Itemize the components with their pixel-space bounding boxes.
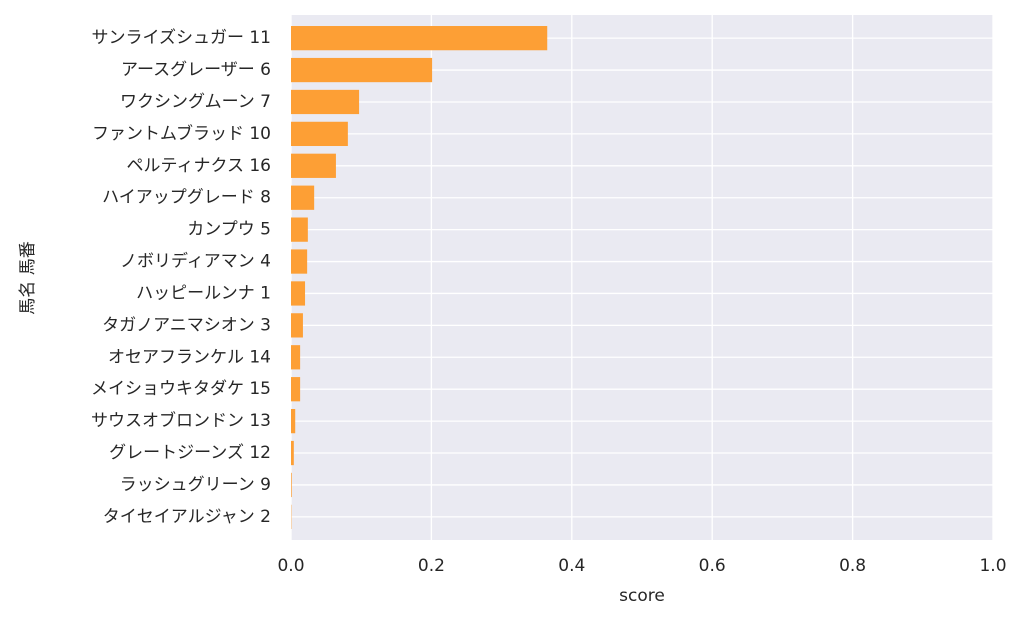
y-tick-label: グレートジーンズ 12	[109, 443, 271, 463]
y-tick-label: ハイアップグレード 8	[102, 188, 271, 208]
bar	[291, 26, 548, 51]
x-tick-label: 0.2	[418, 556, 445, 576]
bar	[291, 345, 301, 370]
y-tick-label: オセアフランケル 14	[108, 347, 271, 367]
bar	[291, 408, 296, 434]
y-tick-label: ハッピールンナ 1	[136, 283, 271, 303]
y-axis-label: 馬名 馬番	[18, 241, 38, 314]
x-tick-label: 1.0	[979, 556, 1006, 576]
bar	[291, 281, 306, 306]
bar	[291, 89, 360, 115]
bar	[291, 57, 433, 83]
y-tick-label: ノボリディアマン 4	[120, 251, 271, 272]
y-tick-label: カンプウ 5	[187, 220, 271, 240]
bar	[291, 313, 303, 338]
x-tick-label: 0.4	[558, 556, 585, 576]
x-tick-label: 0.8	[839, 556, 866, 576]
y-tick-label: タイセイアルジャン 2	[103, 507, 271, 527]
plot-area	[291, 15, 993, 540]
bar	[291, 440, 294, 466]
y-tick-label: ワクシングムーン 7	[120, 92, 271, 112]
y-tick-label: サウスオブロンドン 13	[91, 410, 271, 431]
x-tick-label: 0.6	[699, 556, 726, 576]
bar	[291, 472, 292, 498]
bar	[291, 153, 336, 178]
bar	[291, 377, 301, 402]
x-tick-label: 0.0	[277, 556, 304, 576]
y-tick-label: タガノアニマシオン 3	[102, 315, 271, 335]
bar	[291, 185, 315, 210]
bar	[291, 249, 308, 274]
bar	[291, 121, 348, 147]
y-tick-label: アースグレーザー 6	[121, 60, 271, 80]
y-tick-label: ラッシュグリーン 9	[120, 475, 271, 495]
x-axis-label: score	[619, 586, 665, 606]
bar	[291, 217, 308, 242]
y-tick-label: メイショウキタダケ 15	[91, 379, 271, 399]
y-tick-label: サンライズシュガー 11	[91, 28, 271, 48]
y-tick-label: ペルティナクス 16	[126, 156, 271, 176]
y-tick-label: ファントムブラッド 10	[92, 123, 271, 144]
